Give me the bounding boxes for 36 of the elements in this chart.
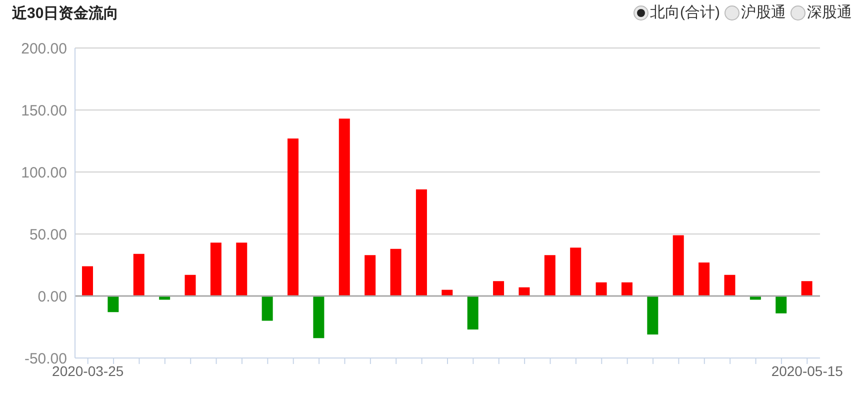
y-tick-label: 50.00: [29, 226, 67, 244]
bar: [570, 248, 582, 296]
chart-title: 近30日资金流向: [12, 4, 119, 23]
bar: [133, 254, 144, 296]
bar: [416, 189, 427, 296]
text: 沪股通: [741, 3, 786, 22]
bar: [467, 296, 478, 330]
bar: [108, 296, 119, 312]
bar: [262, 296, 273, 321]
bar: [544, 255, 556, 296]
bar: [776, 296, 787, 314]
bar: [184, 274, 196, 296]
text: 北向(合计): [650, 3, 720, 22]
bar: [210, 242, 222, 296]
bar: [518, 287, 530, 296]
bar: [493, 281, 504, 296]
x-tick-label: 2020-05-15: [771, 362, 844, 379]
bar: [82, 266, 93, 296]
bar: [236, 242, 248, 296]
bar: [672, 235, 684, 296]
bar: [364, 255, 376, 296]
bar: [621, 282, 632, 296]
y-tick-label: 150.00: [21, 102, 67, 120]
bar: [390, 248, 402, 296]
y-tick-label: 100.00: [21, 164, 67, 182]
bar: [801, 281, 812, 296]
bar: [288, 138, 299, 296]
bar: [596, 282, 607, 296]
bar: [724, 274, 736, 296]
y-tick-label: 0.00: [38, 288, 67, 306]
bar: [698, 262, 710, 296]
y-tick-label: 200.00: [21, 40, 67, 58]
bar: [647, 296, 658, 334]
bar: [313, 296, 324, 338]
bar: [338, 118, 350, 296]
text: 深股通: [807, 3, 852, 22]
